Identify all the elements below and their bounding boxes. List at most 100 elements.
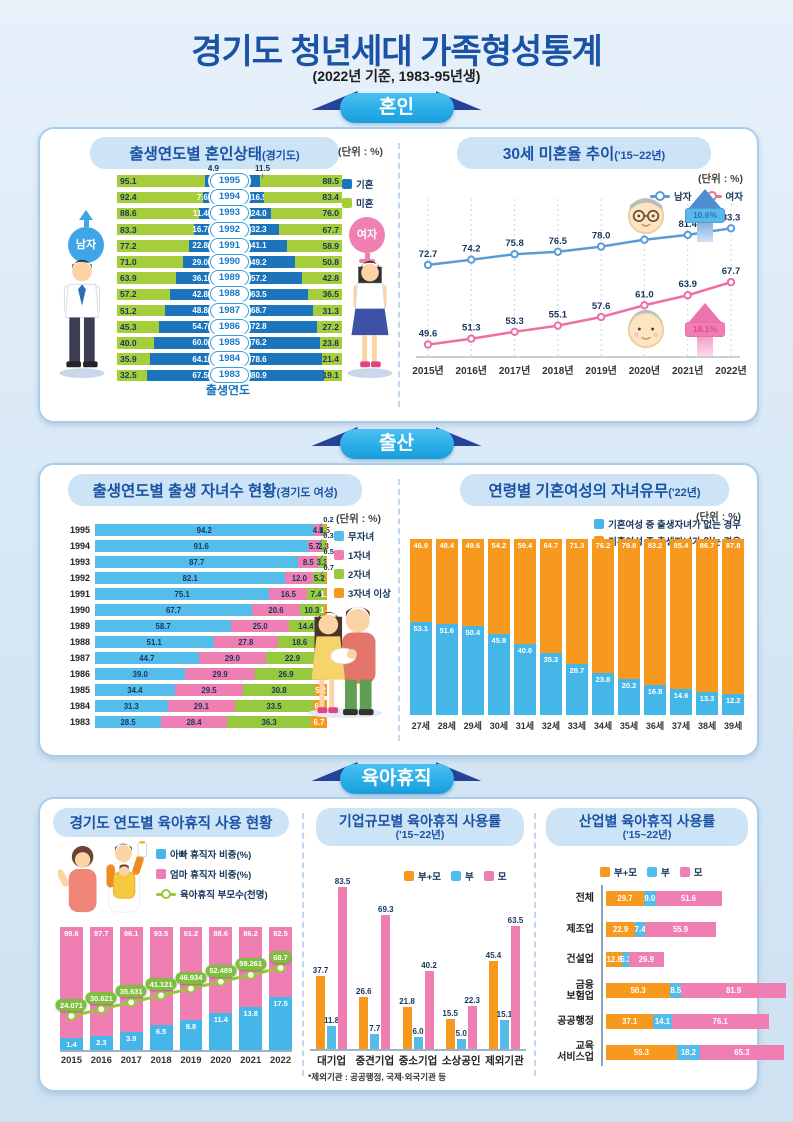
children-count-row: 1993 87.7 8.5 3.3 0.5 [54,547,334,570]
no-children-bar: 40.6 [514,643,536,715]
year-label: 1984 [69,701,90,711]
bar-segment: 31.3 [95,700,168,712]
children-count-row: 1991 75.1 16.5 7.4 1.0 [54,586,331,602]
female-unmarried-bar: 88.5 [259,175,342,187]
segment-value: 14.4 [298,621,314,631]
bar-segment: 22.9 [606,921,636,937]
has-children-value: 87.8 [725,541,741,550]
bar-segment: 94.2 [95,524,314,536]
legend-swatch [342,179,352,189]
no-children-value: 28.7 [569,666,585,676]
industry-bars: 12.8 5.3 26.9 [606,952,664,968]
legend-leave-by-company: 부+모 부 모 [404,869,507,883]
legend-marital: 기혼 미혼 [342,177,373,210]
stacked-bar: 87.7 8.5 3.3 0.5 [95,547,334,568]
woman-illustration [340,257,400,379]
male-married-bar: 11.4 [193,207,210,220]
man-illustration [52,257,112,379]
age-tick-label: 35세 [619,721,639,731]
grouped-bar: 26.6 [356,987,372,1049]
male-unmarried-value: 57.2 [120,289,137,300]
has-children-value: 83.2 [647,541,663,550]
male-married-bar: 22.8 [188,240,210,252]
bar-segment: 50.3 [606,983,671,999]
mom-share-bar: 98.6 [60,927,83,1039]
legend-item: 2자녀 [334,567,391,581]
male-unmarried-bar: 63.9 [117,272,177,284]
male-unmarried-value: 32.5 [120,370,137,381]
legend-label: 아빠 휴직자 비중(%) [170,850,252,861]
bar-segment: 25.0 [231,620,290,632]
mom-share-value: 93.5 [153,929,169,938]
mom-share-value: 88.6 [213,929,229,938]
segment-value: 29.1 [193,701,209,711]
male-married-value: 11.4 [192,208,208,218]
legend-item: 모 [679,865,703,879]
children-count-row: 1994 91.6 5.7 2.3 0.3 [54,531,334,554]
female-unmarried-value: 27.2 [322,321,339,332]
male-bar: 32.5 67.5 [117,369,210,382]
bar-segment: 10.3 [299,604,324,616]
year-column: 96.1 3.9 [119,927,143,1050]
female-unmarried-bar: 19.1 [322,369,342,382]
legend-item: 무자녀 [334,529,391,543]
no-children-bar: 14.6 [670,689,692,715]
bar-value: 11.8 [324,1016,340,1026]
grouped-bar: 45.4 [486,951,501,1049]
male-married-value: 16.7 [192,225,208,235]
no-children-value: 45.8 [491,636,507,646]
female-married-bar: 49.2 [249,256,295,268]
bar-segment: 18.2 [676,1044,701,1060]
has-children-value: 59.4 [517,541,533,550]
female-married-bar: 32.3 [249,223,280,236]
year-label: 1987 [69,653,90,663]
age-column: 48.4 51.6 [436,539,458,715]
has-children-bar: 87.8 [722,539,744,694]
unit-label: (단위 : %) [696,511,741,523]
bar-segment: 28.5 [95,716,162,728]
segment-value-callout: 0.3 [323,531,334,540]
mom-share-bar: 88.6 [209,927,233,1013]
children-count-row: 1990 67.7 20.6 10.3 1.4 [54,602,331,618]
children-by-age-bars: 46.9 53.1 48.4 51.6 49.6 50.4 54.2 45.8 59.4 40.6… [410,539,744,715]
female-bar: 57.2 42.8 [249,272,342,284]
year-tick-label: 2017 [120,1055,142,1066]
industry-bars: 55.3 18.2 65.3 [606,1044,784,1060]
legend-item: 기혼 [342,177,373,191]
year-pill: 1994 [210,189,249,206]
age-tick-label: 37세 [671,721,691,731]
female-unmarried-value: 42.8 [322,273,339,284]
no-children-value: 23.8 [595,675,611,685]
year-label: 1983 [69,717,90,727]
bar-segment: 7.4 [307,588,325,600]
bar-segment: 67.7 [95,604,253,616]
male-married-bar: 54.7 [159,321,210,333]
legend-swatch [600,867,610,877]
stacked-bar: 94.2 4.0 1.5 0.2 [95,515,334,536]
bar-segment: 36.3 [226,716,312,728]
bar-segment: 87.7 [95,556,299,568]
no-children-bar: 53.1 [410,621,432,715]
segment-value-callout: 0.5 [323,547,334,556]
bar-segment: 29.9 [185,668,255,680]
segment-value: 82.1 [182,573,198,583]
segment-value: 4.0 [312,525,324,535]
panel-divider [398,479,400,741]
segment-value: 22.9 [613,924,629,934]
has-children-bar: 76.2 [592,539,614,674]
marital-status-row: 32.5 67.5 1983 80.9 19.1 [117,367,342,384]
bar-segment: 26.9 [254,668,318,680]
age-axis-labels: 27세 28세 29세 30세 31세 32세 33세 34세 35세 36세 37세 38세 39세 [410,719,744,732]
has-children-value: 86.7 [699,541,715,550]
female-unmarried-value: 36.5 [322,289,339,300]
family-illustration [298,601,393,719]
no-children-value: 12.2 [725,695,741,705]
segment-value: 5.3 [620,955,632,965]
x-axis-label: 출생연도 [205,383,251,397]
year-label: 1995 [69,525,90,535]
grouped-bar: 37.7 [313,966,328,1049]
bar-segment: 5.2 [313,572,326,584]
year-label: 1990 [69,605,90,615]
section-badge-label: 혼인 [339,93,454,123]
